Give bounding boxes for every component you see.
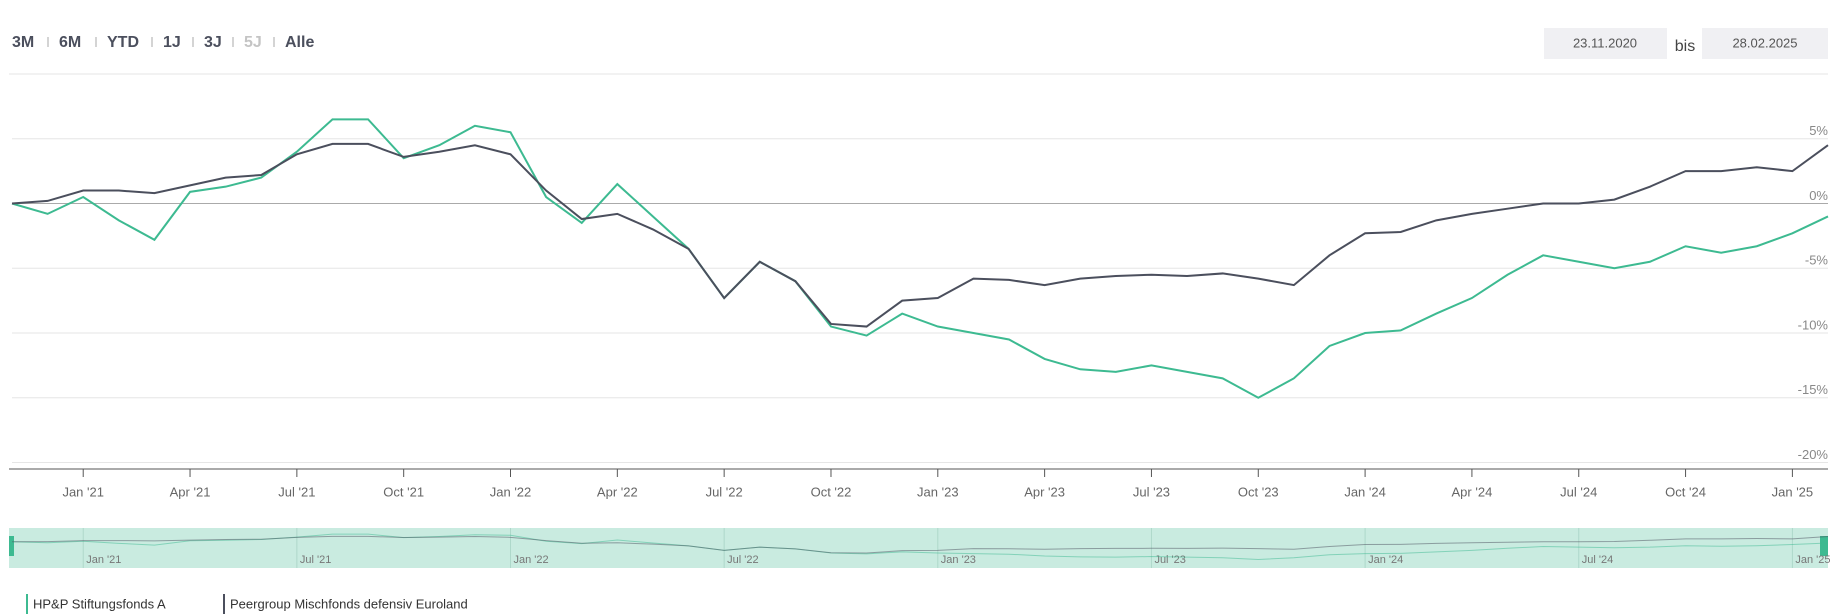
navigator-label: Jan '21: [86, 554, 121, 566]
y-tick-label: 0%: [1809, 188, 1828, 203]
range-button[interactable]: 6M: [59, 34, 81, 51]
series-line: [11, 142, 1829, 328]
navigator-label: Jul '22: [727, 554, 758, 566]
date-to[interactable]: 28.02.2025: [1732, 35, 1797, 50]
navigator-label: Jul '24: [1582, 554, 1613, 566]
legend-swatch[interactable]: [26, 594, 28, 614]
x-tick-label: Jan '22: [490, 484, 532, 499]
x-tick-label: Oct '24: [1665, 484, 1706, 499]
x-tick-label: Jan '21: [62, 484, 104, 499]
x-tick-label: Oct '22: [811, 484, 852, 499]
y-tick-label: -20%: [1798, 447, 1829, 462]
y-tick-label: -10%: [1798, 317, 1829, 332]
date-sep: bis: [1675, 38, 1695, 55]
x-tick-label: Jul '22: [706, 484, 743, 499]
x-tick-label: Jan '23: [917, 484, 959, 499]
navigator-label: Jan '22: [514, 554, 549, 566]
range-button[interactable]: 1J: [163, 34, 181, 51]
range-button[interactable]: YTD: [107, 34, 139, 51]
x-tick-label: Apr '21: [170, 484, 211, 499]
navigator-handle[interactable]: [1820, 536, 1828, 556]
navigator-line: [11, 535, 1829, 554]
legend-label[interactable]: Peergroup Mischfonds defensiv Euroland: [230, 596, 468, 611]
range-button[interactable]: 5J: [244, 34, 262, 51]
navigator-label: Jan '24: [1368, 554, 1403, 566]
x-tick-label: Apr '24: [1452, 484, 1493, 499]
y-tick-label: -15%: [1798, 382, 1829, 397]
x-tick-label: Jan '25: [1772, 484, 1814, 499]
date-from[interactable]: 23.11.2020: [1573, 35, 1637, 50]
date-from-box[interactable]: [1544, 28, 1667, 59]
navigator-label: Jan '25: [1795, 554, 1830, 566]
x-tick-label: Apr '22: [597, 484, 638, 499]
navigator-label: Jan '23: [941, 554, 976, 566]
x-tick-label: Jul '23: [1133, 484, 1170, 499]
y-tick-label: 5%: [1809, 123, 1828, 138]
navigator-label: Jul '23: [1154, 554, 1185, 566]
range-button[interactable]: 3M: [12, 34, 34, 51]
x-tick-label: Oct '23: [1238, 484, 1279, 499]
navigator-band[interactable]: [9, 528, 1828, 568]
legend-swatch[interactable]: [223, 594, 225, 614]
legend-label[interactable]: HP&P Stiftungsfonds A: [33, 596, 166, 611]
x-tick-label: Jul '21: [278, 484, 315, 499]
navigator-handle[interactable]: [9, 536, 14, 556]
x-tick-label: Oct '21: [383, 484, 424, 499]
series-line: [11, 118, 1829, 399]
navigator-label: Jul '21: [300, 554, 331, 566]
x-tick-label: Jan '24: [1344, 484, 1386, 499]
date-to-box[interactable]: [1702, 28, 1828, 59]
x-tick-label: Apr '23: [1024, 484, 1065, 499]
y-tick-label: -5%: [1805, 253, 1829, 268]
navigator-line: [11, 533, 1829, 561]
range-button[interactable]: 3J: [204, 34, 222, 51]
x-tick-label: Jul '24: [1560, 484, 1597, 499]
range-button[interactable]: Alle: [285, 34, 314, 51]
